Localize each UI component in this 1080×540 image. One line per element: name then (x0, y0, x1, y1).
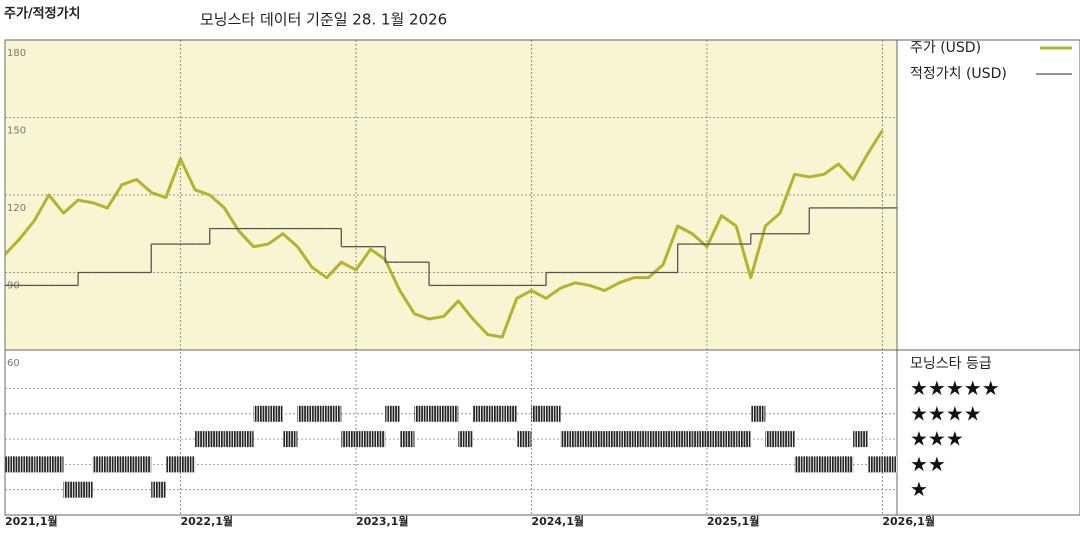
y-tick-label: 180 (7, 48, 26, 59)
rating-bar (853, 431, 868, 448)
y-tick-label: 60 (7, 358, 20, 369)
rating-title: 모닝스타 등급 (910, 356, 992, 372)
rating-bar (882, 456, 897, 473)
rating-bar (633, 431, 649, 448)
rating-bar (516, 431, 532, 448)
rating-bar (63, 481, 79, 498)
rating-bar (136, 456, 152, 473)
rating-bar (531, 405, 547, 422)
rating-bar (121, 456, 137, 473)
rating-bar (546, 405, 561, 422)
chart-subtitle: 모닝스타 데이터 기준일 28. 1월 2026 (200, 11, 447, 29)
rating-bar (619, 431, 634, 448)
legend-label: 적정가치 (USD) (910, 66, 1007, 82)
rating-bar (107, 456, 122, 473)
rating-bar (838, 456, 854, 473)
rating-bar (736, 431, 751, 448)
x-tick-label: 2023,1월 (356, 514, 409, 528)
rating-bar (663, 431, 678, 448)
rating-bar (282, 431, 298, 448)
rating-bar (414, 405, 430, 422)
rating-bar (78, 481, 93, 498)
legend-label: 주가 (USD) (910, 40, 981, 56)
rating-bar (706, 431, 722, 448)
rating-bar (399, 431, 415, 448)
rating-bar (867, 456, 883, 473)
y-tick-label: 150 (7, 126, 26, 137)
x-tick-label: 2026,1월 (882, 514, 935, 528)
rating-bar (589, 431, 605, 448)
rating-bar (765, 431, 781, 448)
rating-bar (443, 405, 459, 422)
rating-bar (823, 456, 839, 473)
rating-bar (355, 431, 371, 448)
x-tick-label: 2024,1월 (531, 514, 584, 528)
rating-bar (502, 405, 517, 422)
rating-bar (92, 456, 108, 473)
rating-bar (238, 431, 254, 448)
rating-bar (648, 431, 664, 448)
rating-bar (750, 405, 766, 422)
rating-bar (809, 456, 824, 473)
rating-bar (575, 431, 590, 448)
rating-bar (677, 431, 693, 448)
rating-bar (458, 431, 473, 448)
rating-bar (19, 456, 35, 473)
rating-bar (297, 405, 313, 422)
rating-bar (780, 431, 795, 448)
rating-bar (721, 431, 737, 448)
rating-legend-label: ★ (910, 477, 928, 501)
rating-bar (34, 456, 49, 473)
rating-bar (326, 405, 342, 422)
rating-bar (429, 405, 444, 422)
rating-bar (472, 405, 488, 422)
rating-legend-label: ★★★★★ (910, 376, 1000, 400)
rating-bar (794, 456, 810, 473)
rating-bar (385, 405, 400, 422)
rating-bar (341, 431, 356, 448)
rating-legend-label: ★★★★ (910, 401, 982, 425)
x-tick-label: 2025,1월 (707, 514, 760, 528)
x-tick-label: 2021,1월 (5, 514, 58, 528)
rating-bar (165, 456, 181, 473)
price-line (3, 129, 884, 339)
rating-bar (268, 405, 283, 422)
rating-bar (224, 431, 239, 448)
y-tick-label: 120 (7, 203, 26, 214)
rating-bar (692, 431, 707, 448)
rating-legend-label: ★★★ (910, 427, 964, 451)
x-tick-label: 2022,1월 (180, 514, 233, 528)
rating-bar (312, 405, 327, 422)
rating-bar (209, 431, 225, 448)
rating-bar (487, 405, 503, 422)
rating-bar (604, 431, 620, 448)
rating-bar (560, 431, 576, 448)
rating-bar (151, 481, 166, 498)
rating-bar (195, 431, 210, 448)
rating-legend-label: ★★ (910, 452, 946, 476)
rating-bar (253, 405, 269, 422)
rating-bar (48, 456, 64, 473)
rating-bar (5, 456, 20, 473)
rating-bar (370, 431, 386, 448)
rating-bar (180, 456, 196, 473)
chart-title: 주가/적정가치 (4, 6, 81, 22)
